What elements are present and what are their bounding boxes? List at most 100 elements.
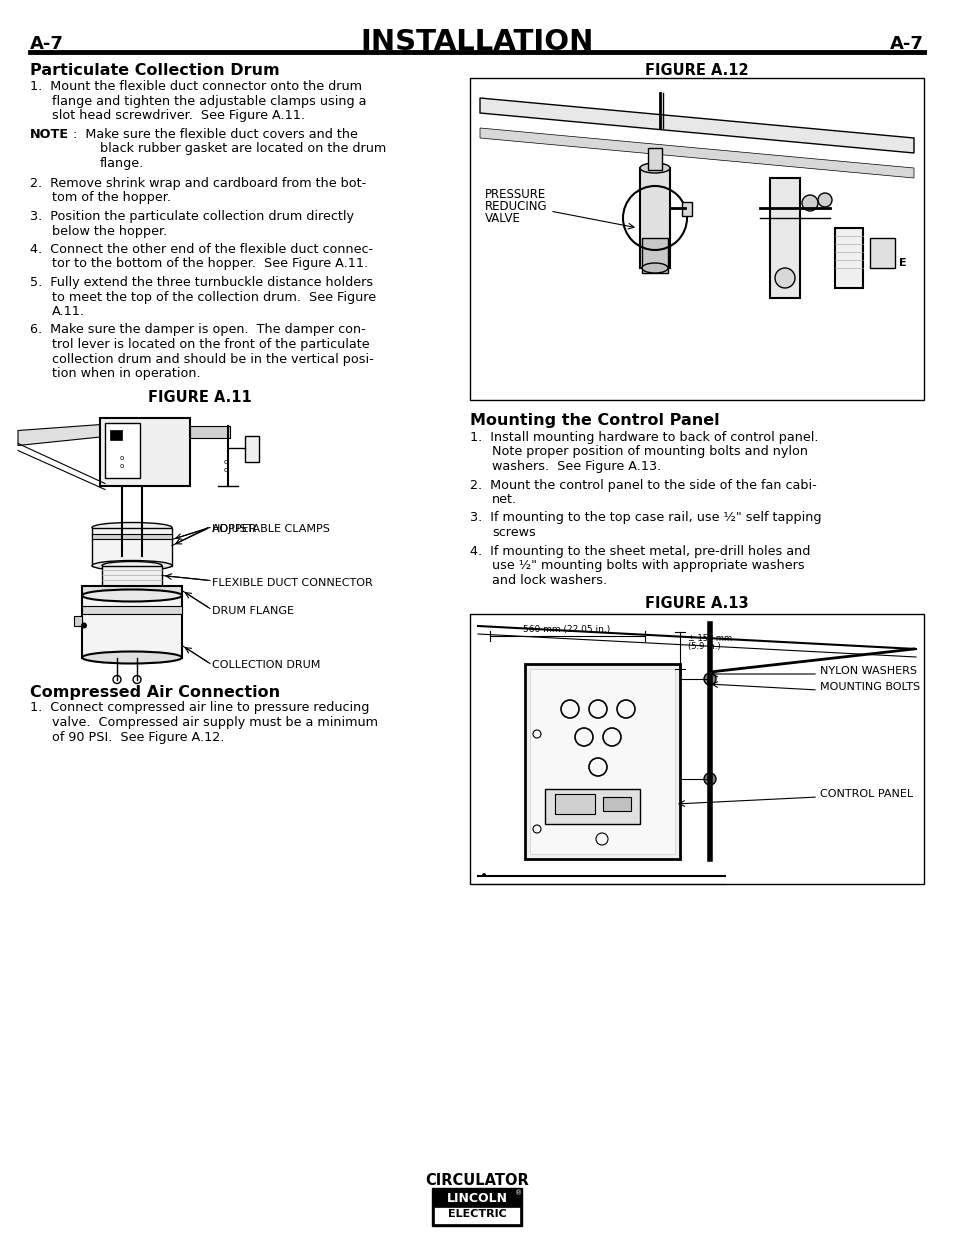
Text: VALVE: VALVE xyxy=(484,212,520,225)
Text: 1.  Mount the flexible duct connector onto the drum: 1. Mount the flexible duct connector ont… xyxy=(30,80,361,93)
Bar xyxy=(434,1191,519,1208)
Text: PRESSURE: PRESSURE xyxy=(484,188,546,201)
Text: CIRCULATOR: CIRCULATOR xyxy=(425,1173,528,1188)
Text: tion when in operation.: tion when in operation. xyxy=(52,367,200,380)
Bar xyxy=(91,527,172,566)
Text: DRUM FLANGE: DRUM FLANGE xyxy=(212,605,294,615)
Circle shape xyxy=(703,773,716,785)
Bar xyxy=(105,422,140,478)
Text: :  Make sure the flexible duct covers and the: : Make sure the flexible duct covers and… xyxy=(73,127,357,141)
Text: FIGURE A.11: FIGURE A.11 xyxy=(148,389,252,405)
Text: INSTALLATION: INSTALLATION xyxy=(360,28,593,56)
Circle shape xyxy=(817,193,831,207)
Bar xyxy=(74,615,82,625)
Text: 3.  If mounting to the top case rail, use ½" self tapping: 3. If mounting to the top case rail, use… xyxy=(470,511,821,525)
Bar xyxy=(639,168,669,268)
Bar xyxy=(641,238,667,273)
Bar xyxy=(544,789,639,824)
Text: and lock washers.: and lock washers. xyxy=(492,573,606,587)
Bar xyxy=(245,436,258,462)
Bar xyxy=(434,1207,519,1224)
Ellipse shape xyxy=(91,522,172,532)
Text: FIGURE A.12: FIGURE A.12 xyxy=(644,63,748,78)
Text: flange.: flange. xyxy=(100,157,144,169)
Text: trol lever is located on the front of the particulate: trol lever is located on the front of th… xyxy=(52,338,369,351)
Bar xyxy=(834,228,862,288)
Bar xyxy=(91,534,172,538)
Text: 4.  Connect the other end of the flexible duct connec-: 4. Connect the other end of the flexible… xyxy=(30,243,373,256)
Bar xyxy=(869,238,894,268)
Text: 3.  Position the particulate collection drum directly: 3. Position the particulate collection d… xyxy=(30,210,354,224)
Text: NYLON WASHERS: NYLON WASHERS xyxy=(820,666,916,676)
Circle shape xyxy=(801,195,817,211)
Text: HOPPER: HOPPER xyxy=(212,524,257,534)
Bar xyxy=(82,585,182,595)
Text: washers.  See Figure A.13.: washers. See Figure A.13. xyxy=(492,459,660,473)
Text: COLLECTION DRUM: COLLECTION DRUM xyxy=(212,661,320,671)
Text: 1.  Connect compressed air line to pressure reducing: 1. Connect compressed air line to pressu… xyxy=(30,701,369,715)
Circle shape xyxy=(81,622,87,629)
Text: (5.9 in.): (5.9 in.) xyxy=(687,642,720,651)
Text: A-7: A-7 xyxy=(30,35,64,53)
Text: 1.  Install mounting hardware to back of control panel.: 1. Install mounting hardware to back of … xyxy=(470,431,818,445)
Bar xyxy=(470,78,923,400)
Text: CONTROL PANEL: CONTROL PANEL xyxy=(820,789,912,799)
Text: o: o xyxy=(224,459,228,466)
Text: slot head screwdriver.  See Figure A.11.: slot head screwdriver. See Figure A.11. xyxy=(52,109,305,122)
Bar xyxy=(530,669,675,853)
Text: ADJUSTABLE CLAMPS: ADJUSTABLE CLAMPS xyxy=(212,524,330,534)
Bar xyxy=(432,1188,521,1226)
Text: ELECTRIC: ELECTRIC xyxy=(447,1209,506,1219)
Bar xyxy=(647,148,661,170)
Text: Particulate Collection Drum: Particulate Collection Drum xyxy=(30,63,279,78)
Polygon shape xyxy=(479,128,913,178)
Bar xyxy=(681,203,691,216)
Text: tom of the hopper.: tom of the hopper. xyxy=(52,191,171,205)
Text: 560 mm (22.05 in.): 560 mm (22.05 in.) xyxy=(523,625,610,634)
Ellipse shape xyxy=(82,589,182,601)
Bar xyxy=(524,664,679,860)
Text: 6.  Make sure the damper is open.  The damper con-: 6. Make sure the damper is open. The dam… xyxy=(30,324,365,336)
Text: o: o xyxy=(120,463,124,469)
Text: of 90 PSI.  See Figure A.12.: of 90 PSI. See Figure A.12. xyxy=(52,730,224,743)
Text: REDUCING: REDUCING xyxy=(484,200,547,212)
Text: net.: net. xyxy=(492,493,517,506)
Text: tor to the bottom of the hopper.  See Figure A.11.: tor to the bottom of the hopper. See Fig… xyxy=(52,258,368,270)
Ellipse shape xyxy=(102,562,162,569)
Bar xyxy=(190,426,230,437)
Bar xyxy=(100,417,190,485)
Ellipse shape xyxy=(641,263,667,273)
Text: ± 150 mm: ± 150 mm xyxy=(687,634,731,643)
Text: Mounting the Control Panel: Mounting the Control Panel xyxy=(470,412,719,429)
Text: screws: screws xyxy=(492,526,536,538)
Ellipse shape xyxy=(639,163,669,173)
Text: ®: ® xyxy=(515,1191,521,1195)
Text: LINCOLN: LINCOLN xyxy=(446,1192,507,1205)
Text: valve.  Compressed air supply must be a minimum: valve. Compressed air supply must be a m… xyxy=(52,716,377,729)
Text: below the hopper.: below the hopper. xyxy=(52,225,167,237)
Polygon shape xyxy=(18,424,115,446)
Bar xyxy=(82,595,182,657)
Text: 2.  Remove shrink wrap and cardboard from the bot-: 2. Remove shrink wrap and cardboard from… xyxy=(30,177,366,190)
Ellipse shape xyxy=(91,561,172,571)
Text: flange and tighten the adjustable clamps using a: flange and tighten the adjustable clamps… xyxy=(52,95,366,107)
Circle shape xyxy=(774,268,794,288)
Text: MOUNTING BOLTS: MOUNTING BOLTS xyxy=(820,682,919,692)
Text: 5.  Fully extend the three turnbuckle distance holders: 5. Fully extend the three turnbuckle dis… xyxy=(30,275,373,289)
Text: o: o xyxy=(120,456,124,462)
Text: NOTE: NOTE xyxy=(30,127,69,141)
Text: black rubber gasket are located on the drum: black rubber gasket are located on the d… xyxy=(100,142,386,156)
Text: 2.  Mount the control panel to the side of the fan cabi-: 2. Mount the control panel to the side o… xyxy=(470,478,816,492)
Text: •: • xyxy=(479,869,488,883)
Text: collection drum and should be in the vertical posi-: collection drum and should be in the ver… xyxy=(52,352,374,366)
Text: A.11.: A.11. xyxy=(52,305,85,317)
Bar xyxy=(769,178,800,298)
Text: 4.  If mounting to the sheet metal, pre-drill holes and: 4. If mounting to the sheet metal, pre-d… xyxy=(470,545,809,557)
Bar xyxy=(82,605,182,614)
Ellipse shape xyxy=(82,652,182,663)
Text: Note proper position of mounting bolts and nylon: Note proper position of mounting bolts a… xyxy=(492,446,807,458)
Text: Compressed Air Connection: Compressed Air Connection xyxy=(30,684,280,699)
Text: o: o xyxy=(224,468,228,473)
Circle shape xyxy=(703,673,716,685)
Text: to meet the top of the collection drum.  See Figure: to meet the top of the collection drum. … xyxy=(52,290,375,304)
